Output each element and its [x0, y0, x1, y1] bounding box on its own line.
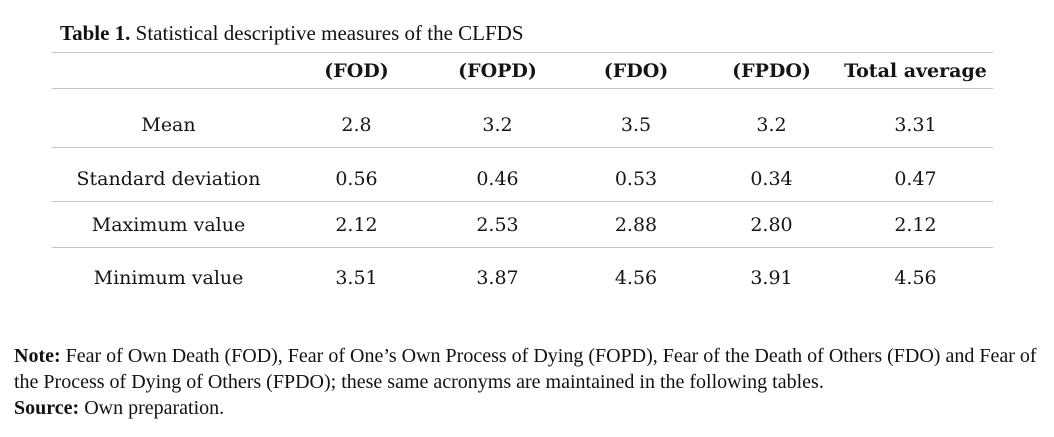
cell-value: 0.53 [567, 147, 705, 202]
table-row-standard-deviation: Standard deviation 0.56 0.46 0.53 0.34 0… [52, 147, 993, 202]
cell-value: 2.12 [285, 201, 428, 248]
source-label: Source: [14, 397, 80, 419]
cell-value: 0.34 [705, 147, 838, 202]
cell-value: 3.51 [335, 266, 378, 289]
cell-value: 2.8 [285, 88, 428, 148]
source-line: Source: Own preparation. [14, 395, 1044, 421]
cell-value: 4.56 [614, 266, 658, 289]
column-header-fdo: (FDO) [567, 52, 705, 89]
cell-value: 3.91 [750, 266, 793, 289]
cell-value: 3.5 [567, 88, 705, 148]
table-row-minimum-value: Minimum value 3.51 3.87 4.56 3.91 4.56 [52, 248, 993, 300]
row-label: Maximum value [52, 201, 285, 248]
cell-value: 4.56 [894, 266, 937, 289]
cell-value: 2.88 [567, 201, 705, 248]
row-label: Mean [52, 88, 285, 148]
column-header-fpdo: (FPDO) [705, 52, 838, 89]
cell-value: 3.87 [476, 266, 519, 289]
statistics-table: (FOD) (FOPD) (FDO) (FPDO) Total average … [52, 52, 993, 300]
table-number: Table 1. [60, 21, 131, 45]
column-header-total-average: Total average [838, 52, 993, 89]
cell-value: 2.12 [838, 201, 993, 248]
column-header-fopd: (FOPD) [428, 52, 567, 89]
cell-value: 0.46 [428, 147, 567, 202]
table-footnote: Note: Fear of Own Death (FOD), Fear of O… [14, 343, 1044, 421]
note-text: Fear of Own Death (FOD), Fear of One’s O… [14, 345, 1037, 393]
table-row-maximum-value: Maximum value 2.12 2.53 2.88 2.80 2.12 [52, 201, 993, 248]
table-caption-text: Statistical descriptive measures of the … [135, 21, 524, 45]
column-header-empty [52, 52, 285, 89]
cell-value: 0.47 [838, 147, 993, 202]
table-caption: Table 1. Statistical descriptive measure… [60, 21, 524, 46]
column-header-fod: (FOD) [285, 52, 428, 89]
note-line: Note: Fear of Own Death (FOD), Fear of O… [14, 343, 1044, 395]
row-label: Standard deviation [52, 147, 285, 202]
cell-value: 3.2 [705, 88, 838, 148]
header-row: (FOD) (FOPD) (FDO) (FPDO) Total average [52, 52, 993, 89]
cell-value: 0.56 [285, 147, 428, 202]
note-label: Note: [14, 345, 61, 367]
table-row-mean: Mean 2.8 3.2 3.5 3.2 3.31 [52, 88, 993, 148]
cell-value: 3.31 [838, 88, 993, 148]
row-label: Minimum value [93, 266, 244, 289]
source-text: Own preparation. [84, 397, 225, 419]
cell-value: 2.53 [428, 201, 567, 248]
cell-value: 3.2 [428, 88, 567, 148]
cell-value: 2.80 [705, 201, 838, 248]
